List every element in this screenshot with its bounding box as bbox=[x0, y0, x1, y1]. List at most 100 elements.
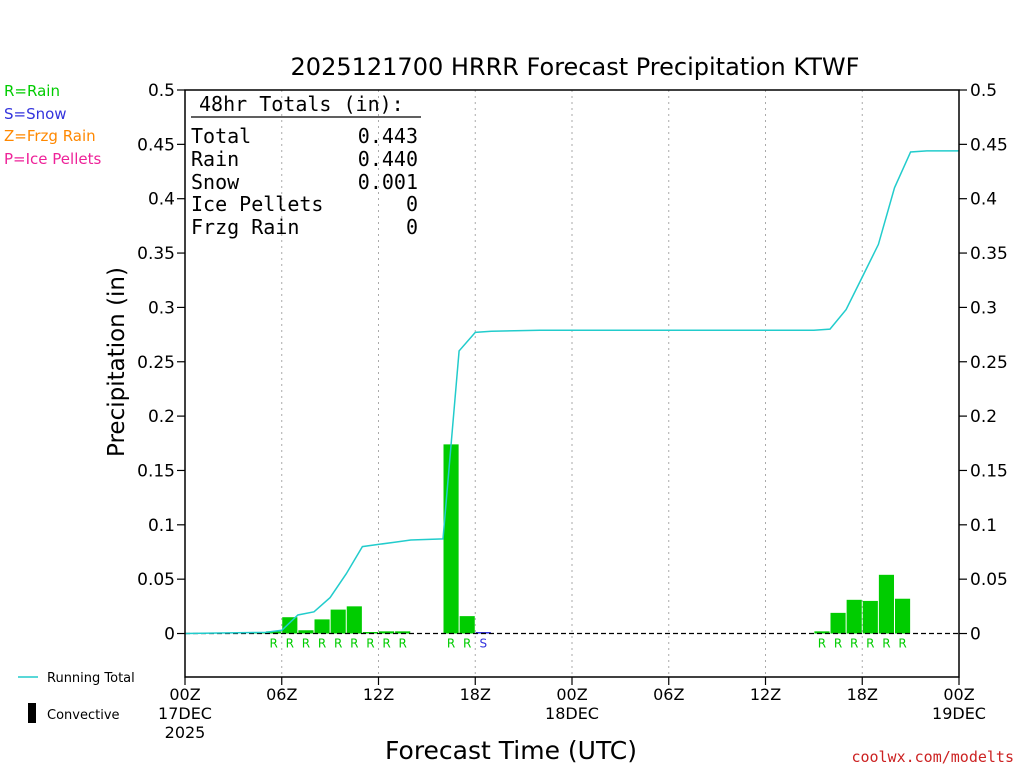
y-tick-label-right: 0.45 bbox=[970, 135, 1008, 155]
y-tick-label-right: 0.4 bbox=[970, 190, 997, 210]
x-tick-label: 06Z bbox=[266, 685, 297, 704]
chart-legend: Running Total Convective bbox=[18, 671, 135, 723]
precip-bar-rain bbox=[282, 617, 298, 634]
totals-label-rain: Rain bbox=[191, 147, 239, 171]
totals-value-rain: 0.440 bbox=[358, 147, 418, 171]
x-tick-label: 2025 bbox=[165, 723, 206, 742]
legend-frzg-rain: Z=Frzg Rain bbox=[4, 127, 96, 145]
y-tick-label: 0 bbox=[164, 625, 175, 645]
precip-type-marker: R bbox=[898, 637, 906, 651]
precip-bar-rain bbox=[314, 619, 330, 634]
precip-bar-rain bbox=[266, 631, 282, 634]
x-tick-label: 00Z bbox=[169, 685, 200, 704]
totals-heading: 48hr Totals (in): bbox=[199, 92, 404, 116]
x-tick-label: 18DEC bbox=[545, 704, 599, 723]
y-tick-label: 0.3 bbox=[148, 298, 175, 318]
x-tick-label: 12Z bbox=[750, 685, 781, 704]
totals-label-snow: Snow bbox=[191, 170, 240, 194]
precip-type-marker: R bbox=[318, 637, 326, 651]
y-tick-label: 0.45 bbox=[137, 135, 175, 155]
y-tick-label-right: 0.5 bbox=[970, 81, 997, 101]
chart-title: 2025121700 HRRR Forecast Precipitation K… bbox=[291, 53, 860, 81]
credit-text: coolwx.com/modelts bbox=[851, 748, 1014, 766]
y-tick-label-right: 0.1 bbox=[970, 516, 997, 536]
x-tick-label: 12Z bbox=[363, 685, 394, 704]
precip-type-marker: R bbox=[882, 637, 890, 651]
legend-running-total: Running Total bbox=[47, 671, 135, 686]
totals-label-total: Total bbox=[191, 124, 251, 148]
precip-bar-rain bbox=[443, 444, 459, 634]
x-tick-label: 06Z bbox=[653, 685, 684, 704]
precip-bar-rain bbox=[895, 598, 911, 634]
precip-bar-rain bbox=[298, 630, 314, 634]
precip-type-marker: R bbox=[447, 637, 455, 651]
precip-bar-rain bbox=[830, 612, 846, 634]
totals-value-snow: 0.001 bbox=[358, 170, 418, 194]
y-tick-label-right: 0.25 bbox=[970, 353, 1008, 373]
y-tick-label-right: 0.2 bbox=[970, 407, 997, 427]
precip-type-marker: R bbox=[463, 637, 471, 651]
y-tick-label-right: 0.15 bbox=[970, 461, 1008, 481]
precip-type-marker: R bbox=[302, 637, 310, 651]
y-tick-label: 0.15 bbox=[137, 461, 175, 481]
x-tick-label: 18Z bbox=[847, 685, 878, 704]
y-tick-label-right: 0.35 bbox=[970, 244, 1008, 264]
totals-value-frzg-rain: 0 bbox=[406, 215, 418, 239]
precip-type-marker: S bbox=[480, 637, 488, 651]
legend-ice-pellets: P=Ice Pellets bbox=[4, 150, 101, 168]
precip-type-marker: R bbox=[286, 637, 294, 651]
legend-rain: R=Rain bbox=[4, 82, 60, 100]
precip-bar-snow bbox=[475, 632, 491, 634]
totals-value-ice-pellets: 0 bbox=[406, 192, 418, 216]
totals-box: 48hr Totals (in): Total 0.443 Rain 0.440… bbox=[191, 92, 421, 239]
precip-bar-rain bbox=[814, 631, 830, 634]
precip-bar-rain bbox=[862, 600, 878, 634]
precip-bar-rain bbox=[330, 609, 346, 634]
y-tick-label-right: 0.05 bbox=[970, 570, 1008, 590]
x-tick-label: 00Z bbox=[556, 685, 587, 704]
legend-snow: S=Snow bbox=[4, 105, 67, 123]
precip-type-marker: R bbox=[382, 637, 390, 651]
precip-type-marker: R bbox=[399, 637, 407, 651]
x-tick-label: 18Z bbox=[460, 685, 491, 704]
legend-convective: Convective bbox=[47, 708, 120, 723]
precip-bar-rain bbox=[379, 631, 395, 634]
x-tick-label: 17DEC bbox=[158, 704, 212, 723]
y-axis-label: Precipitation (in) bbox=[104, 267, 130, 457]
precip-bar-rain bbox=[362, 632, 378, 634]
y-tick-label: 0.05 bbox=[137, 570, 175, 590]
precip-type-marker: R bbox=[866, 637, 874, 651]
totals-label-ice-pellets: Ice Pellets bbox=[191, 192, 323, 216]
y-tick-label: 0.4 bbox=[148, 190, 175, 210]
precip-type-legend: R=Rain S=Snow Z=Frzg Rain P=Ice Pellets bbox=[4, 82, 101, 168]
precip-bar-rain bbox=[346, 606, 362, 634]
legend-convective-swatch bbox=[28, 703, 36, 723]
precip-type-marker: R bbox=[366, 637, 374, 651]
y-axis-left: 0 0.05 0.1 0.15 0.2 0.25 0.3 0.35 0.4 0.45 0.5 bbox=[137, 81, 185, 645]
y-tick-label: 0.1 bbox=[148, 516, 175, 536]
x-tick-label: 19DEC bbox=[932, 704, 986, 723]
grid-lines bbox=[281, 90, 863, 677]
precip-type-marker: R bbox=[834, 637, 842, 651]
precip-type-marker: R bbox=[818, 637, 826, 651]
y-tick-label: 0.25 bbox=[137, 353, 175, 373]
x-tick-label: 00Z bbox=[943, 685, 974, 704]
precip-bar-rain bbox=[459, 616, 475, 634]
running-total-line bbox=[184, 150, 959, 635]
precip-bar-rain bbox=[878, 574, 894, 634]
precip-bars bbox=[250, 444, 911, 634]
y-tick-label: 0.5 bbox=[148, 81, 175, 101]
totals-label-frzg-rain: Frzg Rain bbox=[191, 215, 299, 239]
precip-type-marker: R bbox=[850, 637, 858, 651]
totals-value-total: 0.443 bbox=[358, 124, 418, 148]
precip-type-marker: R bbox=[334, 637, 342, 651]
precip-bar-rain bbox=[846, 599, 862, 634]
y-axis-right: 0 0.05 0.1 0.15 0.2 0.25 0.3 0.35 0.4 0.45 0.5 bbox=[959, 81, 1008, 645]
precip-type-marker: R bbox=[350, 637, 358, 651]
y-tick-label: 0.35 bbox=[137, 244, 175, 264]
precip-type-marker: R bbox=[270, 637, 278, 651]
precip-bar-rain bbox=[395, 631, 411, 634]
